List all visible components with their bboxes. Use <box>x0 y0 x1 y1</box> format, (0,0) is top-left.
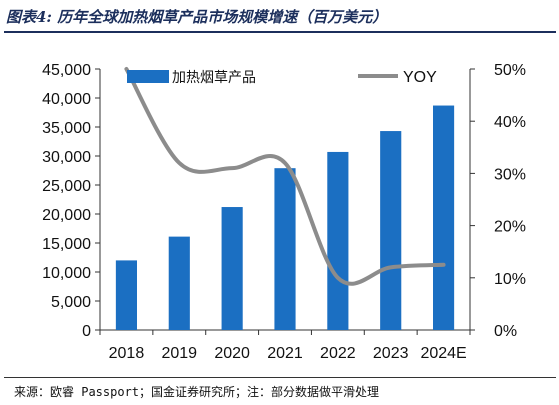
source-note: 来源：欧睿 Passport；国金证券研究所；注：部分数据做平滑处理 <box>14 385 380 399</box>
bar <box>221 207 243 330</box>
right-tick-label: 40% <box>494 114 526 131</box>
bar <box>327 151 349 330</box>
right-tick-label: 50% <box>494 62 526 79</box>
right-tick-label: 20% <box>494 219 526 236</box>
legend-label-bar: 加热烟草产品 <box>172 70 256 86</box>
bar-series <box>115 105 455 330</box>
left-tick-label: 45,000 <box>42 62 91 79</box>
x-axis: 2018 2019 2020 2021 2022 2023 2024E <box>99 329 471 362</box>
legend-label-line: YOY <box>403 69 437 86</box>
x-tick-label: 2019 <box>161 345 197 362</box>
bar <box>274 168 296 330</box>
x-tick-label: 2021 <box>267 345 303 362</box>
left-tick-label: 15,000 <box>42 236 91 253</box>
left-tick-label: 5,000 <box>51 294 91 311</box>
left-tick-label: 40,000 <box>42 91 91 108</box>
figure-title: 图表4: 历年全球加热烟草产品市场规模增速（百万美元） <box>6 8 388 26</box>
x-tick-label: 2023 <box>373 345 409 362</box>
left-tick-label: 25,000 <box>42 178 91 195</box>
legend-swatch-bar <box>127 70 169 83</box>
left-tick-label: 35,000 <box>42 120 91 137</box>
legend: 加热烟草产品 YOY <box>127 69 437 86</box>
bar <box>433 105 455 330</box>
left-tick-label: 0 <box>82 323 91 340</box>
left-tick-label: 20,000 <box>42 207 91 224</box>
right-axis: 0% 10% 20% 30% 40% 50% <box>469 62 526 340</box>
bar <box>168 236 190 330</box>
right-tick-label: 0% <box>494 323 517 340</box>
left-tick-label: 30,000 <box>42 149 91 166</box>
title-divider <box>4 31 556 33</box>
left-axis: 0 5,000 10,000 15,000 20,000 25,000 30,000 35,0… <box>42 62 101 340</box>
right-tick-label: 10% <box>494 271 526 288</box>
yoy-series <box>124 67 446 286</box>
x-tick-label: 2020 <box>214 345 250 362</box>
x-tick-label: 2022 <box>320 345 356 362</box>
right-tick-label: 30% <box>494 166 526 183</box>
chart: 0 5,000 10,000 15,000 20,000 25,000 30,000 35,0… <box>42 62 526 362</box>
source-divider <box>4 377 556 378</box>
x-tick-label: 2018 <box>109 345 145 362</box>
bar <box>380 131 402 330</box>
x-tick-label: 2024E <box>420 345 466 362</box>
left-tick-label: 10,000 <box>42 265 91 282</box>
bar <box>115 260 137 330</box>
